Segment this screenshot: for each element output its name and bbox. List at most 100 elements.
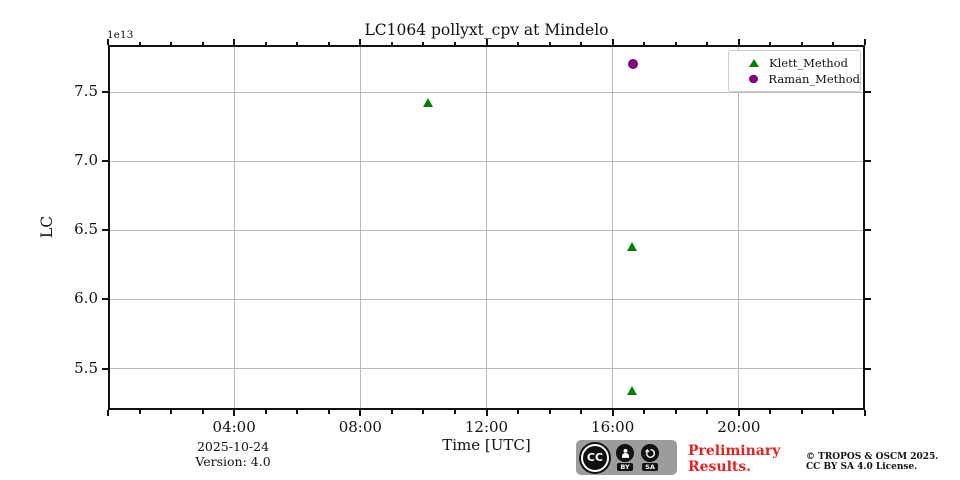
- legend-marker-cell: [743, 74, 764, 84]
- data-point-klett_method: [627, 385, 638, 395]
- x-minor-tick: [422, 410, 425, 414]
- preliminary-results-stamp: Preliminary Results.: [688, 443, 798, 475]
- x-minor-tick: [548, 410, 551, 414]
- x-major-tick: [233, 39, 236, 45]
- copyright-line1: © TROPOS & OSCM 2025.: [806, 452, 939, 462]
- x-major-tick: [107, 39, 109, 45]
- y-gridline: [110, 229, 863, 231]
- x-gridline: [738, 47, 740, 408]
- triangle-marker-icon: [749, 59, 759, 67]
- x-minor-tick: [832, 41, 835, 45]
- x-minor-tick: [296, 410, 299, 414]
- x-major-tick: [737, 410, 740, 416]
- x-major-tick: [864, 410, 866, 416]
- by-label: BY: [617, 463, 633, 471]
- y-major-tick: [865, 367, 871, 370]
- y-major-tick: [865, 160, 871, 163]
- x-minor-tick: [517, 410, 520, 414]
- x-tick-label: 16:00: [591, 418, 635, 436]
- x-major-tick: [359, 410, 362, 416]
- person-icon: [616, 444, 634, 462]
- x-minor-tick: [264, 41, 267, 45]
- preliminary-line1: Preliminary: [688, 443, 781, 459]
- legend-item-raman: Raman_Method: [743, 71, 860, 87]
- x-minor-tick: [769, 41, 772, 45]
- x-minor-tick: [706, 410, 709, 414]
- x-minor-tick: [390, 410, 393, 414]
- y-major-tick: [102, 91, 108, 93]
- x-tick-label: 04:00: [212, 418, 256, 436]
- x-minor-tick: [800, 41, 803, 45]
- x-tick-label: 20:00: [717, 418, 761, 436]
- y-tick-label: 6.0: [74, 289, 98, 308]
- x-gridline: [612, 47, 614, 408]
- data-point-raman_method: [627, 59, 638, 70]
- cc-by-column: BY: [616, 444, 634, 471]
- x-minor-tick: [674, 410, 677, 414]
- y-gridline: [110, 91, 863, 93]
- x-minor-tick: [832, 410, 835, 414]
- x-minor-tick: [327, 410, 330, 414]
- x-major-tick: [737, 39, 740, 45]
- cc-sa-column: SA: [641, 444, 659, 471]
- x-minor-tick: [580, 41, 583, 45]
- x-gridline: [359, 47, 361, 408]
- x-minor-tick: [138, 410, 141, 414]
- x-minor-tick: [548, 41, 551, 45]
- x-axis-label: Time [UTC]: [442, 436, 531, 454]
- y-major-tick: [102, 229, 108, 232]
- x-minor-tick: [201, 41, 204, 45]
- x-minor-tick: [453, 410, 456, 414]
- x-minor-tick: [674, 41, 677, 45]
- x-minor-tick: [422, 41, 425, 45]
- y-tick-label: 5.5: [74, 358, 98, 377]
- legend-label-klett: Klett_Method: [769, 56, 848, 70]
- x-major-tick: [864, 39, 866, 45]
- x-major-tick: [107, 410, 109, 416]
- y-major-tick: [102, 367, 108, 370]
- x-minor-tick: [170, 41, 173, 45]
- x-minor-tick: [296, 41, 299, 45]
- plot-frame: [108, 45, 865, 410]
- legend: Klett_Method Raman_Method: [728, 50, 861, 92]
- data-point-klett_method: [627, 241, 638, 251]
- y-major-tick: [865, 298, 871, 301]
- x-minor-tick: [580, 410, 583, 414]
- x-minor-tick: [453, 41, 456, 45]
- plot-version: Version: 4.0: [195, 454, 271, 469]
- y-tick-label: 6.5: [74, 220, 98, 239]
- x-minor-tick: [327, 41, 330, 45]
- x-minor-tick: [517, 41, 520, 45]
- x-minor-tick: [769, 410, 772, 414]
- x-gridline: [486, 47, 487, 408]
- x-minor-tick: [643, 41, 646, 45]
- legend-item-klett: Klett_Method: [743, 55, 860, 71]
- y-major-tick: [102, 298, 108, 301]
- preliminary-line2: Results.: [688, 458, 752, 475]
- date-version-stamp: 2025-10-24 Version: 4.0: [185, 439, 281, 469]
- x-tick-label: 12:00: [464, 418, 509, 436]
- x-major-tick: [485, 39, 488, 45]
- y-tick-label: 7.0: [74, 151, 98, 170]
- x-minor-tick: [706, 41, 709, 45]
- legend-marker-cell: [743, 59, 765, 67]
- data-point-klett_method: [422, 98, 433, 108]
- sa-label: SA: [642, 463, 658, 471]
- y-major-tick: [102, 160, 108, 163]
- x-major-tick: [611, 410, 614, 416]
- x-tick-label: 08:00: [338, 418, 382, 436]
- copyright-notice: © TROPOS & OSCM 2025. CC BY SA 4.0 Licen…: [806, 452, 956, 472]
- x-minor-tick: [264, 410, 267, 414]
- y-tick-label: 7.5: [74, 82, 98, 100]
- x-minor-tick: [170, 410, 173, 414]
- y-gridline: [110, 298, 863, 300]
- y-major-tick: [865, 91, 871, 93]
- x-minor-tick: [390, 41, 393, 45]
- cc-license-badge: CC BY SA: [576, 440, 677, 475]
- y-axis-offset-label: 1e13: [107, 29, 134, 41]
- cc-logo-icon: CC: [581, 443, 609, 472]
- circle-marker-icon: [749, 74, 758, 84]
- y-major-tick: [865, 229, 871, 232]
- chart-title: LC1064 pollyxt_cpv at Mindelo: [364, 21, 609, 39]
- plot-date: 2025-10-24: [196, 439, 270, 454]
